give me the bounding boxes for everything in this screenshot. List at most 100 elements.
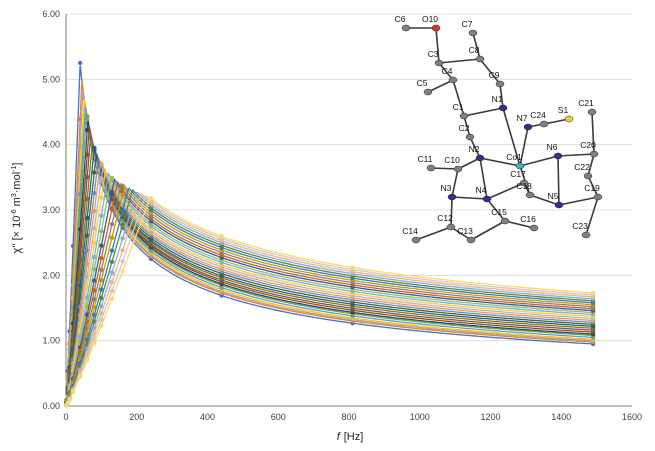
series-point [120,236,125,241]
series-line [65,182,594,406]
series-point [85,127,90,133]
series-line [65,168,594,406]
atom-label: C8 [469,45,480,55]
atom-ellipsoid [411,236,421,244]
series-point [99,229,104,234]
series-line [65,80,594,402]
bond-line [486,198,506,222]
atom-label: C20 [580,140,596,150]
series-point [92,190,97,196]
atom-label: N1 [492,94,503,104]
bond-line [469,136,481,159]
series-point [92,208,97,214]
series-line [65,160,594,405]
atom-ellipsoid [539,120,549,128]
bond-line [463,107,504,117]
bond-line [529,194,560,206]
y-tick-label: 6.00 [42,9,60,19]
series-line [65,175,594,406]
series-line [65,99,594,403]
x-tick-label: 800 [341,412,356,422]
series-point [109,296,115,302]
bond-line [504,220,535,229]
x-tick-label: 1200 [480,412,500,422]
series-point [92,267,97,272]
series-line [65,153,594,405]
x-tick-label: 0 [63,412,68,422]
series-line [65,141,594,404]
series-point [148,195,154,201]
series-line [65,193,594,407]
atom-ellipsoid [475,55,485,63]
series-point [92,254,97,260]
series-line [65,127,594,404]
atom-label: C14 [402,226,418,236]
atom-label: C1 [453,102,464,112]
series-point [92,297,97,302]
series-point [109,259,115,265]
bond-line [591,111,595,155]
bond-line [451,168,459,198]
series-point [120,269,125,274]
y-axis-label-exp2: 3 [11,193,18,197]
y-axis-label-close: ] [11,163,23,166]
atom-label: C6 [395,14,406,24]
bond-line [502,107,521,167]
y-axis-label-tail: ·mol [11,172,23,193]
series-point [99,267,104,273]
series-line [65,166,594,406]
series-line [65,177,594,406]
atom-ellipsoid [583,172,593,180]
bond-line [470,220,506,241]
atom-label: C13 [457,226,473,236]
atom-label: C3 [428,49,439,59]
series-line [65,148,594,405]
atom-label: O10 [422,14,438,24]
series-point [148,216,154,221]
atom-ellipsoid [581,231,591,239]
atom-label: C9 [489,70,500,80]
y-axis-label-exp: -6 [11,209,18,215]
atom-ellipsoid [426,164,436,172]
series-line [65,187,594,406]
bond-line [463,115,471,138]
series-point [77,374,83,379]
series-point [120,222,125,228]
series-point [120,183,125,189]
series-point [92,170,97,175]
atom-label: C24 [530,110,546,120]
bond-line [451,196,488,200]
bond-line [430,167,459,170]
atom-ellipsoid [423,88,433,96]
x-axis-label: f [Hz] [337,431,364,443]
series-line [65,112,594,403]
atom-label: N5 [548,191,559,201]
series-point [77,60,83,66]
atom-ellipsoid [523,123,533,131]
series-line [65,185,594,406]
series-point [109,175,115,181]
bond-line [479,58,501,85]
atom-ellipsoid [519,179,529,187]
x-tick-label: 1600 [622,412,642,422]
atom-ellipsoid [448,76,458,84]
series-point [99,195,104,200]
atom-ellipsoid [554,201,564,209]
atom-ellipsoid [495,80,505,88]
series-line [65,197,594,407]
bond-line [519,126,529,167]
axes: 0.00 1.00 2.00 3.00 4.00 5.00 6.00 0 200 400 600 80… [42,9,642,422]
series-point [85,215,90,221]
bond-line [479,157,521,167]
atom-ellipsoid [529,224,539,232]
series-point [92,278,97,283]
atom-label: S1 [558,105,569,115]
atom-ellipsoid [589,150,599,158]
series-point [99,287,104,292]
bond-line [557,155,560,206]
series-point [67,397,72,402]
y-axis-label-unit: m [11,197,23,209]
y-tick-label: 3.00 [42,205,60,215]
bond-line [587,153,595,177]
